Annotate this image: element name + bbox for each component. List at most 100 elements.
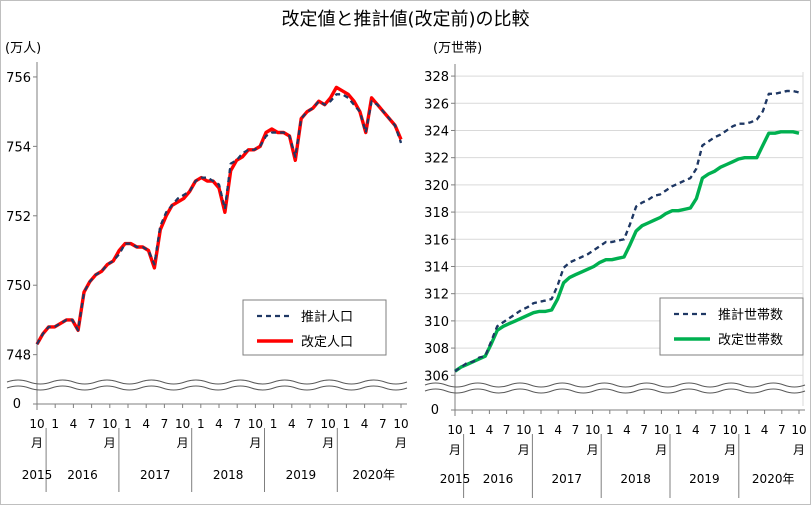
x-month-label: 4 (361, 417, 369, 431)
x-month-label: 4 (554, 423, 562, 437)
y-tick-label: 324 (424, 124, 449, 139)
x-month-label: 1 (606, 423, 614, 437)
y-tick-label: 752 (6, 210, 31, 225)
x-month-label: 1 (270, 417, 278, 431)
y-tick-label: 316 (424, 233, 449, 248)
y-tick-label: 754 (6, 140, 31, 155)
x-month-label: 10 (723, 423, 738, 437)
x-month-label: 10 (791, 423, 806, 437)
y-tick-label: 312 (424, 288, 449, 303)
x-year-label: 2015 (22, 468, 53, 482)
x-month-unit: 月 (518, 443, 530, 457)
y-tick-label: 748 (6, 349, 31, 364)
y-tick-label: 306 (424, 369, 449, 384)
x-month-unit: 月 (322, 436, 334, 450)
x-month-label: 10 (654, 423, 669, 437)
x-month-label: 10 (29, 417, 44, 431)
x-month-label: 1 (124, 417, 132, 431)
y-tick-label: 318 (424, 206, 449, 221)
y-zero-label: 0 (431, 403, 439, 418)
legend-label: 推計世帯数 (718, 307, 783, 323)
x-month-label: 7 (572, 423, 580, 437)
axis-break-wave (6, 379, 408, 385)
x-month-label: 7 (709, 423, 717, 437)
y-tick-label: 322 (424, 152, 449, 167)
y-tick-label: 314 (424, 260, 449, 275)
x-month-unit: 月 (31, 436, 43, 450)
x-month-label: 7 (379, 417, 387, 431)
x-year-label: 2015 (440, 472, 471, 486)
x-month-label: 4 (215, 417, 223, 431)
x-year-label: 2017 (140, 468, 171, 482)
x-month-label: 7 (778, 423, 786, 437)
series-line-overlay (36, 93, 403, 345)
page-title: 改定値と推計値(改定前)の比較 (281, 9, 530, 30)
x-month-label: 7 (640, 423, 648, 437)
x-month-unit: 月 (793, 443, 805, 457)
x-month-unit: 月 (449, 443, 461, 457)
x-month-label: 10 (447, 423, 462, 437)
axis-break-wave (6, 385, 408, 391)
x-month-label: 10 (516, 423, 531, 437)
x-month-label: 7 (503, 423, 511, 437)
legend-label: 改定世帯数 (718, 333, 783, 348)
x-year-label: 2018 (620, 472, 651, 486)
y-tick-label: 308 (424, 342, 449, 357)
x-month-label: 10 (321, 417, 336, 431)
x-month-label: 1 (343, 417, 351, 431)
series-line (454, 130, 800, 373)
y-unit-label: (万人) (5, 41, 41, 56)
x-month-label: 1 (197, 417, 205, 431)
x-month-label: 10 (585, 423, 600, 437)
y-tick-label: 328 (424, 70, 449, 85)
x-month-label: 1 (744, 423, 752, 437)
x-month-unit: 月 (724, 443, 736, 457)
x-month-unit: 月 (104, 436, 116, 450)
x-month-unit: 月 (395, 436, 407, 450)
x-month-unit: 月 (587, 443, 599, 457)
x-year-label: 2016 (483, 472, 514, 486)
x-year-label: 2017 (552, 472, 583, 486)
x-month-label: 10 (393, 417, 408, 431)
household-chart: (万世帯) 306 308 310 312 314 316 318 320 322 324 326 32… (424, 41, 807, 498)
x-month-label: 10 (175, 417, 190, 431)
y-tick-label: 326 (424, 97, 449, 112)
x-month-label: 4 (692, 423, 700, 437)
x-year-label: 2020年 (352, 468, 395, 482)
x-month-label: 1 (468, 423, 476, 437)
axis-break-wave (424, 382, 806, 388)
x-month-label: 4 (70, 417, 78, 431)
x-month-label: 7 (161, 417, 169, 431)
x-month-label: 10 (102, 417, 117, 431)
x-month-label: 1 (51, 417, 59, 431)
x-month-unit: 月 (249, 436, 261, 450)
x-year-label: 2016 (67, 468, 98, 482)
legend-label: 推計人口 (301, 309, 353, 325)
y-tick-label: 320 (424, 179, 449, 194)
x-month-unit: 月 (655, 443, 667, 457)
y-zero-label: 0 (13, 397, 21, 412)
x-year-label: 2019 (286, 468, 317, 482)
x-year-label: 2020年 (752, 472, 795, 486)
x-month-label: 1 (675, 423, 683, 437)
x-month-label: 7 (88, 417, 96, 431)
x-month-label: 4 (142, 417, 150, 431)
legend-label: 改定人口 (301, 335, 353, 350)
x-month-label: 7 (306, 417, 314, 431)
x-month-label: 4 (761, 423, 769, 437)
y-unit-label: (万世帯) (433, 41, 482, 56)
x-month-label: 7 (233, 417, 241, 431)
x-month-unit: 月 (177, 436, 189, 450)
x-month-label: 4 (623, 423, 631, 437)
series-line-overlay (454, 89, 800, 373)
x-month-label: 1 (537, 423, 545, 437)
y-tick-label: 750 (6, 279, 31, 294)
x-month-label: 10 (248, 417, 263, 431)
x-year-label: 2018 (213, 468, 244, 482)
y-tick-label: 310 (424, 315, 449, 330)
legend-box (659, 297, 804, 356)
